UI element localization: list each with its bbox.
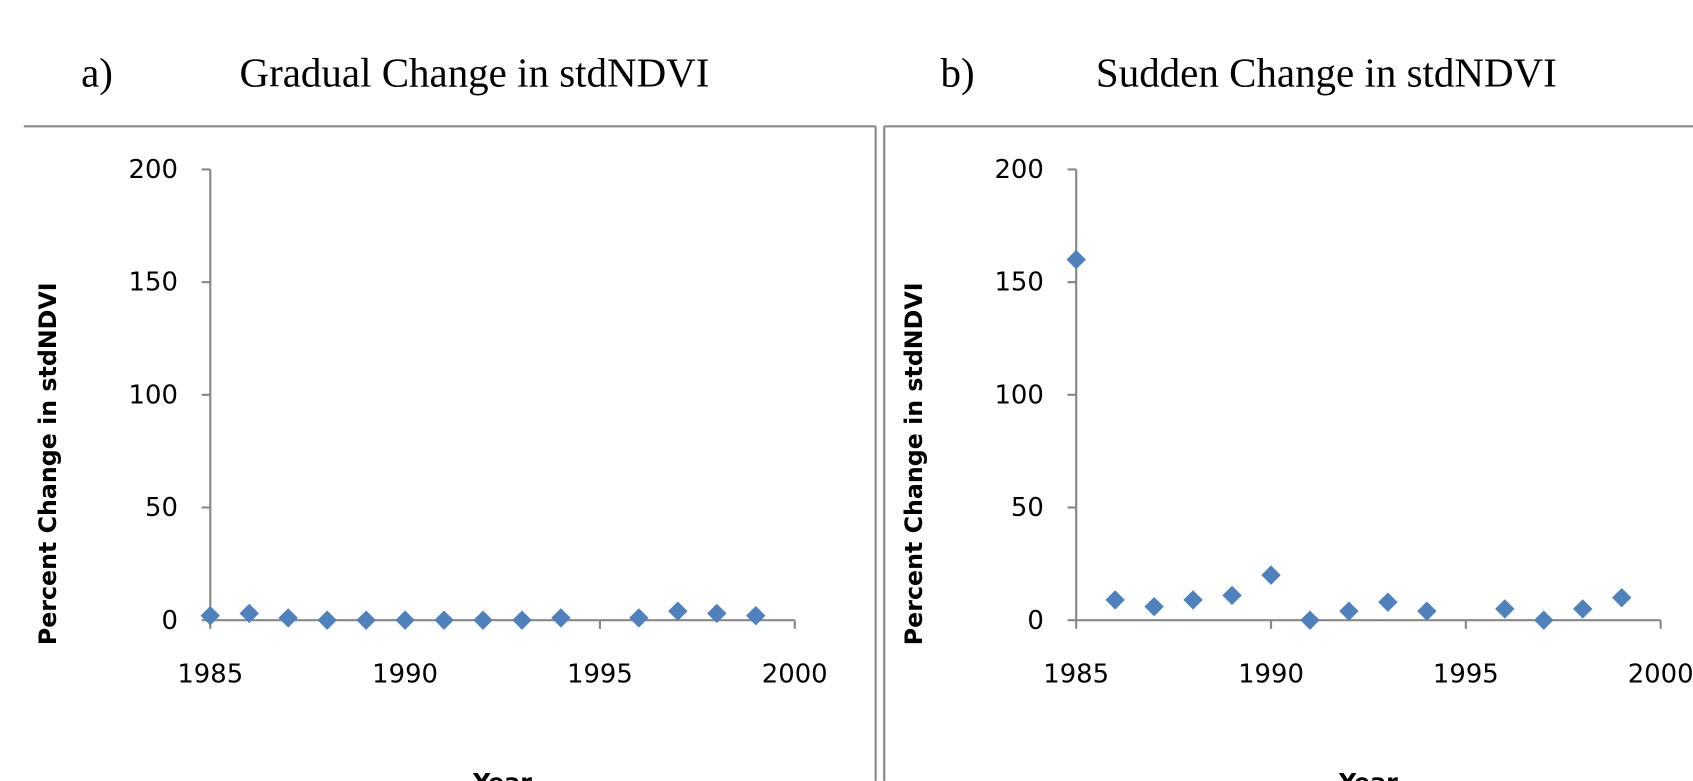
- y-axis-label: Percent Change in stdNDVI: [34, 282, 62, 645]
- y-tick-label: 50: [145, 493, 178, 523]
- x-tick-label: 1995: [567, 660, 633, 690]
- panel-label: a): [81, 49, 113, 95]
- marker: [356, 610, 376, 630]
- marker: [1300, 610, 1320, 630]
- marker: [512, 610, 532, 630]
- y-tick-label: 150: [994, 268, 1043, 298]
- x-axis-label: Year: [1338, 769, 1398, 781]
- x-tick-label: 1985: [1043, 660, 1109, 690]
- marker: [1261, 565, 1281, 585]
- y-tick-label: 100: [994, 380, 1043, 410]
- marker: [473, 610, 493, 630]
- marker: [1573, 599, 1593, 619]
- marker: [317, 610, 337, 630]
- panel-label: b): [940, 49, 974, 95]
- y-tick-label: 0: [1027, 606, 1043, 636]
- y-tick-label: 200: [129, 155, 178, 185]
- x-tick-label: 1985: [177, 660, 243, 690]
- y-tick-label: 200: [994, 155, 1043, 185]
- marker: [1378, 592, 1398, 612]
- y-tick-label: 150: [129, 268, 178, 298]
- marker: [1183, 590, 1203, 610]
- y-tick-label: 0: [161, 606, 177, 636]
- marker: [434, 610, 454, 630]
- chart-title: Sudden Change in stdNDVI: [1096, 49, 1557, 95]
- y-axis-label: Percent Change in stdNDVI: [900, 282, 928, 645]
- chart-title: Gradual Change in stdNDVI: [240, 49, 710, 95]
- y-tick-label: 100: [129, 380, 178, 410]
- x-tick-label: 1990: [1238, 660, 1304, 690]
- marker: [629, 608, 649, 628]
- x-tick-label: 1990: [372, 660, 438, 690]
- marker: [1611, 587, 1632, 608]
- x-tick-label: 2000: [762, 660, 828, 690]
- x-tick-label: 2000: [1628, 660, 1693, 690]
- x-axis-label: Year: [472, 769, 532, 781]
- marker: [1534, 610, 1554, 630]
- marker: [1105, 590, 1125, 610]
- marker: [1066, 249, 1086, 270]
- y-tick-label: 50: [1011, 493, 1044, 523]
- marker: [551, 608, 571, 628]
- x-tick-label: 1995: [1433, 660, 1499, 690]
